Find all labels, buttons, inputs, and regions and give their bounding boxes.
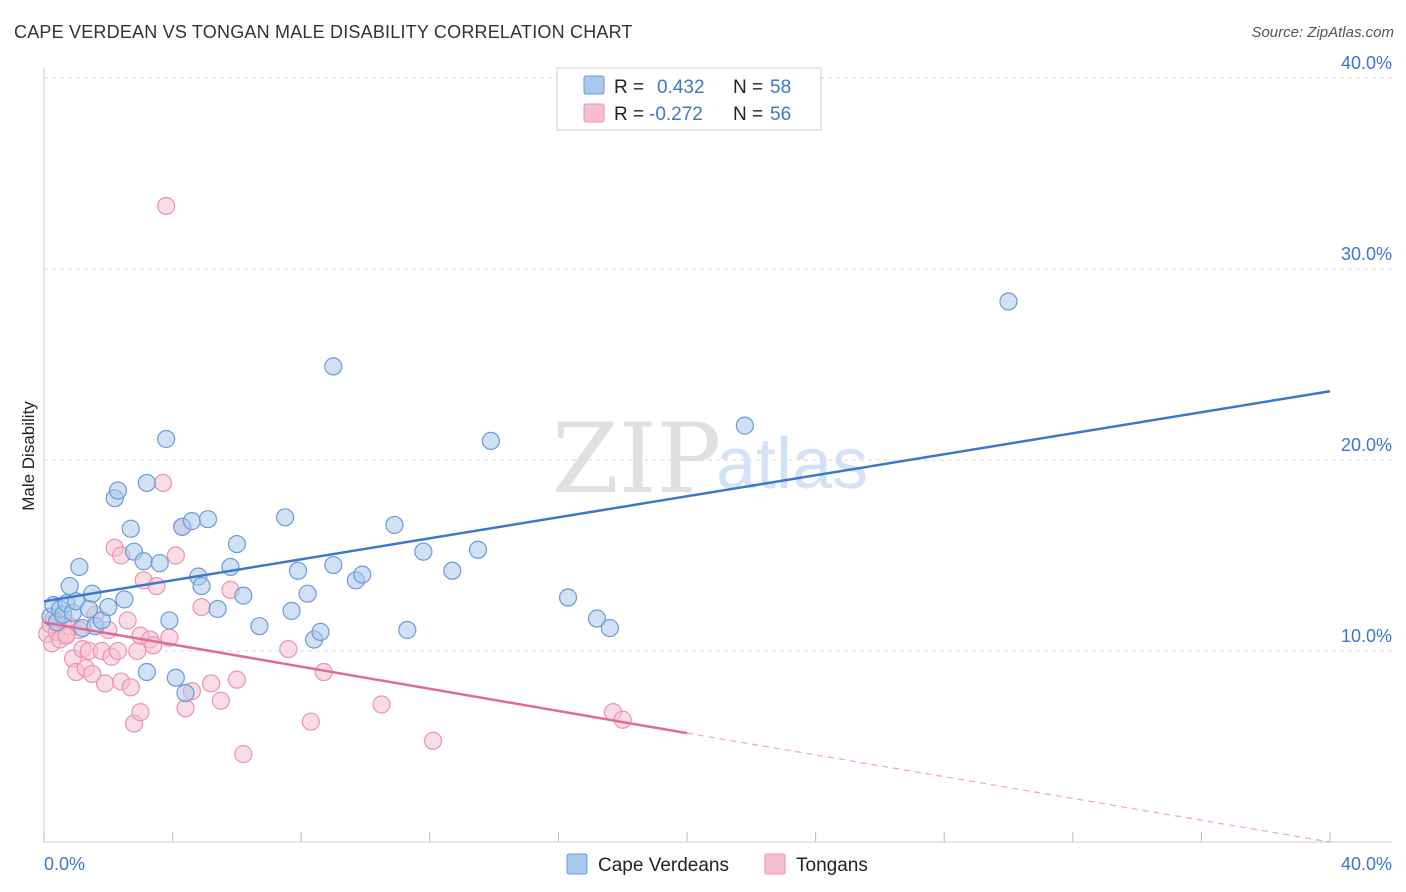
cape-verdeans-point bbox=[192, 576, 211, 596]
tongans-point bbox=[192, 597, 211, 617]
bottom-legend-swatch-pink bbox=[764, 853, 786, 875]
y-axis-label: Male Disability bbox=[19, 401, 38, 511]
cape-verdeans-point bbox=[160, 611, 179, 630]
legend-swatch-blue bbox=[583, 75, 605, 95]
y-tick-label: 40.0% bbox=[1341, 53, 1392, 73]
cape-verdeans-point bbox=[182, 512, 201, 531]
cape-verdeans-point bbox=[166, 668, 185, 687]
tongans-point bbox=[227, 670, 246, 689]
cape-verdeans-point bbox=[157, 429, 176, 449]
legend-r-label: R = bbox=[614, 77, 644, 98]
tongans-point bbox=[121, 678, 140, 697]
cape-verdeans-point bbox=[150, 554, 169, 573]
cape-verdeans-point bbox=[176, 683, 195, 703]
watermark: ZIP atlas bbox=[552, 403, 868, 515]
legend-n-value: 56 bbox=[770, 104, 791, 125]
legend-n-label: N = bbox=[733, 77, 763, 98]
tongans-point bbox=[279, 639, 298, 659]
cape-verdeans-point bbox=[99, 597, 118, 617]
tongans-point bbox=[153, 473, 173, 493]
watermark-zip: ZIP bbox=[552, 403, 721, 515]
watermark-atlas: atlas bbox=[716, 424, 868, 504]
tongans-point bbox=[176, 699, 195, 718]
cape-verdeans-point bbox=[234, 586, 253, 605]
cape-verdeans-point bbox=[121, 519, 140, 538]
legend-r-label: R = bbox=[614, 104, 644, 125]
tongans-point bbox=[157, 196, 176, 216]
cape-verdeans-point bbox=[137, 473, 156, 493]
cape-verdeans-point bbox=[115, 590, 134, 609]
cape-verdeans-point bbox=[134, 552, 153, 571]
cape-verdeans-trend-line bbox=[43, 390, 1331, 603]
tongans-points bbox=[38, 196, 632, 764]
legend-box: R = 0.432 N = 58 R = -0.272 N = 56 bbox=[556, 67, 822, 131]
gridlines bbox=[44, 77, 1392, 652]
axes bbox=[43, 68, 1392, 843]
tongans-point bbox=[234, 745, 253, 764]
x-tick-label-max: 40.0% bbox=[1341, 854, 1392, 874]
cape-verdeans-point bbox=[587, 609, 607, 628]
trend-lines bbox=[43, 390, 1331, 843]
cape-verdeans-point bbox=[600, 618, 619, 638]
cape-verdeans-points bbox=[41, 292, 1018, 703]
cape-verdeans-point bbox=[398, 620, 417, 640]
cape-verdeans-point bbox=[311, 622, 330, 642]
cape-verdeans-point bbox=[468, 540, 488, 559]
legend-n-label: N = bbox=[733, 104, 763, 125]
tongans-point bbox=[211, 691, 230, 710]
cape-verdeans-point bbox=[414, 542, 433, 561]
tongans-point bbox=[83, 664, 102, 684]
cape-verdeans-point bbox=[108, 481, 128, 500]
cape-verdeans-point bbox=[385, 515, 404, 535]
cape-verdeans-point bbox=[288, 561, 308, 580]
cape-verdeans-point bbox=[250, 617, 269, 636]
tongans-point bbox=[166, 546, 185, 565]
legend-swatch-pink bbox=[583, 103, 605, 123]
tongans-point bbox=[118, 611, 137, 630]
legend-n-value: 58 bbox=[770, 77, 791, 98]
cape-verdeans-point bbox=[735, 416, 754, 435]
legend-r-value: -0.272 bbox=[649, 104, 703, 125]
bottom-legend-label: Tongans bbox=[796, 855, 868, 876]
cape-verdeans-point bbox=[481, 431, 500, 450]
tongans-point bbox=[301, 712, 320, 731]
cape-verdeans-point bbox=[353, 565, 372, 584]
chart-title: CAPE VERDEAN VS TONGAN MALE DISABILITY C… bbox=[14, 22, 633, 42]
cape-verdeans-point bbox=[558, 588, 578, 607]
cape-verdeans-point bbox=[60, 576, 79, 596]
bottom-legend-label: Cape Verdeans bbox=[598, 855, 729, 876]
tongans-point bbox=[108, 641, 128, 661]
y-tick-label: 10.0% bbox=[1341, 626, 1392, 646]
cape-verdeans-point bbox=[282, 601, 301, 620]
y-tick-label: 30.0% bbox=[1341, 244, 1392, 264]
bottom-legend-swatch-blue bbox=[566, 853, 588, 875]
tongans-point bbox=[95, 674, 115, 693]
cape-verdeans-point bbox=[999, 292, 1018, 311]
tongans-point bbox=[202, 674, 221, 693]
cape-verdeans-point bbox=[208, 599, 227, 619]
tongans-point bbox=[423, 731, 443, 750]
cape-verdeans-point bbox=[137, 662, 156, 682]
legend-r-value: 0.432 bbox=[657, 77, 705, 98]
tongans-trend-extension bbox=[686, 732, 1331, 843]
x-tick-label-min: 0.0% bbox=[44, 854, 85, 874]
y-tick-label: 20.0% bbox=[1341, 435, 1392, 455]
cape-verdeans-point bbox=[298, 584, 317, 603]
tongans-point bbox=[147, 576, 166, 596]
cape-verdeans-point bbox=[198, 510, 218, 529]
tongans-trend-line bbox=[43, 621, 688, 735]
source-credit: Source: ZipAtlas.com bbox=[1251, 24, 1394, 41]
x-ticks bbox=[43, 832, 1331, 842]
cape-verdeans-point bbox=[227, 534, 246, 554]
tongans-point bbox=[131, 703, 150, 722]
y-tick-labels: 10.0% 20.0% 30.0% 40.0% bbox=[1341, 53, 1392, 646]
tongans-point bbox=[372, 695, 391, 714]
cape-verdeans-point bbox=[324, 357, 343, 376]
cape-verdeans-point bbox=[276, 508, 295, 527]
cape-verdeans-point bbox=[70, 557, 89, 577]
cape-verdeans-point bbox=[324, 555, 343, 575]
bottom-legend: Cape Verdeans Tongans bbox=[566, 853, 868, 876]
cape-verdeans-point bbox=[443, 561, 462, 580]
